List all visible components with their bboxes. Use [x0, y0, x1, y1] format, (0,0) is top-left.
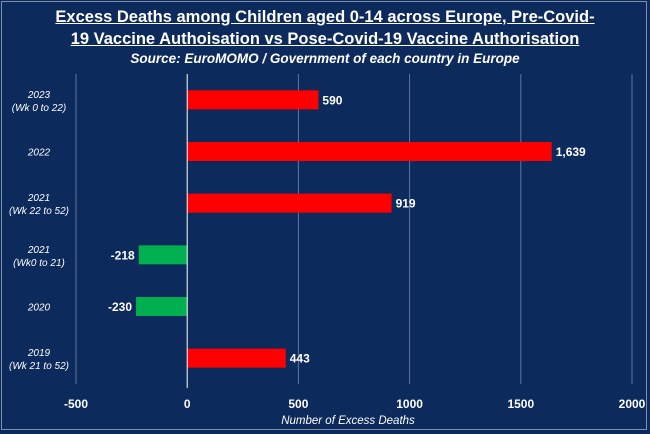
chart-title-line-1: Excess Deaths among Children aged 0-14 a…	[55, 8, 595, 26]
chart-title: Excess Deaths among Children aged 0-14 a…	[2, 6, 648, 50]
bar	[136, 297, 188, 316]
bar	[187, 193, 392, 213]
bar-value-label: 590	[322, 93, 342, 107]
bar	[138, 245, 188, 265]
x-tick-label: 500	[288, 397, 308, 411]
category-label-sub: (Wk 0 to 22)	[12, 103, 66, 114]
bar	[187, 90, 319, 110]
category-label-sub: (Wk0 to 21)	[13, 258, 65, 269]
x-tick-label: -500	[64, 397, 88, 411]
category-label: 2020	[27, 303, 51, 314]
category-label: 2023	[27, 90, 51, 101]
chart-title-line-2: 19 Vaccine Authoisation vs Pose-Covid-19…	[70, 30, 580, 48]
bar	[187, 142, 552, 161]
category-label-sub: (Wk 22 to 52)	[9, 206, 69, 217]
bar-value-label: 443	[290, 352, 310, 366]
x-tick-label: 1500	[507, 397, 534, 411]
bar	[187, 348, 286, 368]
bar-value-label: -218	[111, 248, 135, 262]
category-label: 2019	[27, 348, 51, 359]
bar-value-label: 1,639	[556, 145, 586, 159]
category-label: 2022	[27, 148, 51, 159]
x-tick-label: 2000	[619, 397, 646, 411]
category-label: 2021	[27, 245, 50, 256]
x-tick-label: 1000	[396, 397, 423, 411]
category-label: 2021	[27, 193, 50, 204]
x-tick-label: 0	[184, 397, 191, 411]
x-axis-title: Number of Excess Deaths	[281, 415, 415, 427]
chart-subtitle: Source: EuroMOMO / Government of each co…	[130, 51, 520, 66]
bar-value-label: -230	[108, 300, 132, 314]
bar-value-label: 919	[396, 197, 416, 211]
category-label-sub: (Wk 21 to 52)	[9, 361, 69, 372]
